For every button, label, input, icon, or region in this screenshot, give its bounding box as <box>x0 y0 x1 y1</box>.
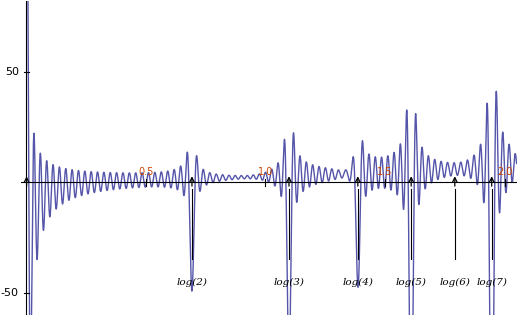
Text: 1.0: 1.0 <box>258 167 273 177</box>
Text: log(7): log(7) <box>476 277 507 287</box>
Text: 2.0: 2.0 <box>497 167 512 177</box>
Text: 1.5: 1.5 <box>377 167 393 177</box>
Text: log(5): log(5) <box>396 277 427 287</box>
Text: log(6): log(6) <box>439 277 470 287</box>
Text: log(4): log(4) <box>342 277 373 287</box>
Text: log(2): log(2) <box>177 277 207 287</box>
Text: log(3): log(3) <box>274 277 305 287</box>
Text: 50: 50 <box>5 67 19 77</box>
Text: -50: -50 <box>1 288 19 298</box>
Text: 0.5: 0.5 <box>138 167 153 177</box>
